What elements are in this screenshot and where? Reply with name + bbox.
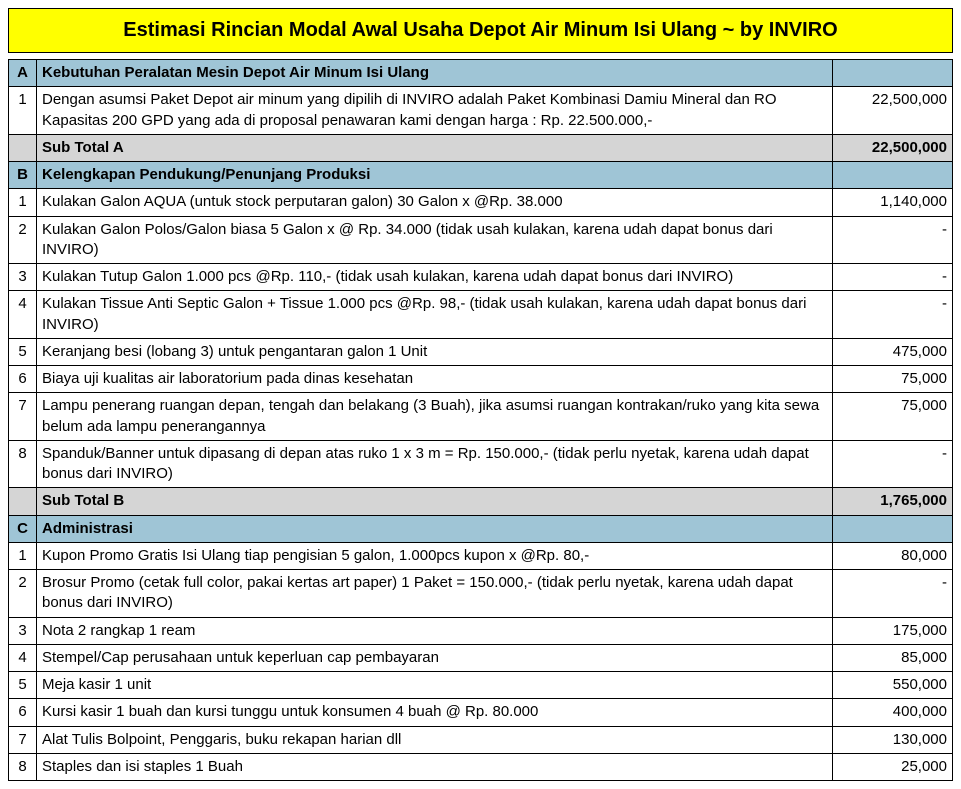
row-amt: 80,000 <box>833 542 953 569</box>
section-heading: Administrasi <box>37 515 833 542</box>
table-row: 3 Nota 2 rangkap 1 ream 175,000 <box>9 617 953 644</box>
section-amt-blank <box>833 60 953 87</box>
section-letter: C <box>9 515 37 542</box>
subtotal-amt: 22,500,000 <box>833 134 953 161</box>
row-num: 7 <box>9 393 37 441</box>
subtotal-row-b: Sub Total B 1,765,000 <box>9 488 953 515</box>
row-num: 5 <box>9 338 37 365</box>
table-row: 4 Stempel/Cap perusahaan untuk keperluan… <box>9 644 953 671</box>
table-row: 4 Kulakan Tissue Anti Septic Galon + Tis… <box>9 291 953 339</box>
subtotal-blank <box>9 488 37 515</box>
table-row: 7 Lampu penerang ruangan depan, tengah d… <box>9 393 953 441</box>
row-desc: Kupon Promo Gratis Isi Ulang tiap pengis… <box>37 542 833 569</box>
row-amt: - <box>833 570 953 618</box>
row-num: 1 <box>9 542 37 569</box>
row-amt: 75,000 <box>833 393 953 441</box>
table-row: 6 Kursi kasir 1 buah dan kursi tunggu un… <box>9 699 953 726</box>
row-num: 6 <box>9 699 37 726</box>
row-amt: 1,140,000 <box>833 189 953 216</box>
table-row: 8 Staples dan isi staples 1 Buah 25,000 <box>9 753 953 780</box>
row-desc: Lampu penerang ruangan depan, tengah dan… <box>37 393 833 441</box>
subtotal-blank <box>9 134 37 161</box>
row-desc: Nota 2 rangkap 1 ream <box>37 617 833 644</box>
table-row: 7 Alat Tulis Bolpoint, Penggaris, buku r… <box>9 726 953 753</box>
row-num: 5 <box>9 672 37 699</box>
row-amt: 75,000 <box>833 366 953 393</box>
row-num: 4 <box>9 644 37 671</box>
table-row: 1 Kulakan Galon AQUA (untuk stock perput… <box>9 189 953 216</box>
section-amt-blank <box>833 162 953 189</box>
subtotal-row-a: Sub Total A 22,500,000 <box>9 134 953 161</box>
row-desc: Stempel/Cap perusahaan untuk keperluan c… <box>37 644 833 671</box>
subtotal-label: Sub Total B <box>37 488 833 515</box>
table-row: 1 Kupon Promo Gratis Isi Ulang tiap peng… <box>9 542 953 569</box>
row-amt: 475,000 <box>833 338 953 365</box>
row-desc: Biaya uji kualitas air laboratorium pada… <box>37 366 833 393</box>
section-header-a: A Kebutuhan Peralatan Mesin Depot Air Mi… <box>9 60 953 87</box>
section-heading: Kelengkapan Pendukung/Penunjang Produksi <box>37 162 833 189</box>
row-desc: Meja kasir 1 unit <box>37 672 833 699</box>
row-desc: Keranjang besi (lobang 3) untuk penganta… <box>37 338 833 365</box>
row-desc: Kursi kasir 1 buah dan kursi tunggu untu… <box>37 699 833 726</box>
row-num: 3 <box>9 617 37 644</box>
section-heading: Kebutuhan Peralatan Mesin Depot Air Minu… <box>37 60 833 87</box>
row-desc: Brosur Promo (cetak full color, pakai ke… <box>37 570 833 618</box>
row-amt: 25,000 <box>833 753 953 780</box>
table-row: 2 Brosur Promo (cetak full color, pakai … <box>9 570 953 618</box>
table-row: 2 Kulakan Galon Polos/Galon biasa 5 Galo… <box>9 216 953 264</box>
row-num: 2 <box>9 216 37 264</box>
row-amt: 400,000 <box>833 699 953 726</box>
row-num: 3 <box>9 264 37 291</box>
section-header-b: B Kelengkapan Pendukung/Penunjang Produk… <box>9 162 953 189</box>
row-amt: - <box>833 440 953 488</box>
row-amt: 130,000 <box>833 726 953 753</box>
section-letter: A <box>9 60 37 87</box>
section-header-c: C Administrasi <box>9 515 953 542</box>
row-num: 1 <box>9 189 37 216</box>
table-row: 6 Biaya uji kualitas air laboratorium pa… <box>9 366 953 393</box>
row-num: 8 <box>9 440 37 488</box>
row-num: 6 <box>9 366 37 393</box>
row-amt: 22,500,000 <box>833 87 953 135</box>
table-row: 1 Dengan asumsi Paket Depot air minum ya… <box>9 87 953 135</box>
row-desc: Kulakan Tissue Anti Septic Galon + Tissu… <box>37 291 833 339</box>
section-letter: B <box>9 162 37 189</box>
row-amt: - <box>833 264 953 291</box>
row-num: 4 <box>9 291 37 339</box>
row-num: 8 <box>9 753 37 780</box>
table-row: 5 Keranjang besi (lobang 3) untuk pengan… <box>9 338 953 365</box>
row-amt: 175,000 <box>833 617 953 644</box>
row-desc: Kulakan Tutup Galon 1.000 pcs @Rp. 110,-… <box>37 264 833 291</box>
row-desc: Spanduk/Banner untuk dipasang di depan a… <box>37 440 833 488</box>
row-num: 2 <box>9 570 37 618</box>
page-title: Estimasi Rincian Modal Awal Usaha Depot … <box>8 8 953 53</box>
row-num: 7 <box>9 726 37 753</box>
row-desc: Kulakan Galon Polos/Galon biasa 5 Galon … <box>37 216 833 264</box>
table-row: 3 Kulakan Tutup Galon 1.000 pcs @Rp. 110… <box>9 264 953 291</box>
row-desc: Kulakan Galon AQUA (untuk stock perputar… <box>37 189 833 216</box>
row-desc: Alat Tulis Bolpoint, Penggaris, buku rek… <box>37 726 833 753</box>
row-desc: Dengan asumsi Paket Depot air minum yang… <box>37 87 833 135</box>
estimate-table: A Kebutuhan Peralatan Mesin Depot Air Mi… <box>8 59 953 781</box>
row-amt: 550,000 <box>833 672 953 699</box>
row-amt: - <box>833 216 953 264</box>
table-row: 8 Spanduk/Banner untuk dipasang di depan… <box>9 440 953 488</box>
subtotal-label: Sub Total A <box>37 134 833 161</box>
row-desc: Staples dan isi staples 1 Buah <box>37 753 833 780</box>
row-amt: 85,000 <box>833 644 953 671</box>
section-amt-blank <box>833 515 953 542</box>
subtotal-amt: 1,765,000 <box>833 488 953 515</box>
table-row: 5 Meja kasir 1 unit 550,000 <box>9 672 953 699</box>
row-num: 1 <box>9 87 37 135</box>
row-amt: - <box>833 291 953 339</box>
